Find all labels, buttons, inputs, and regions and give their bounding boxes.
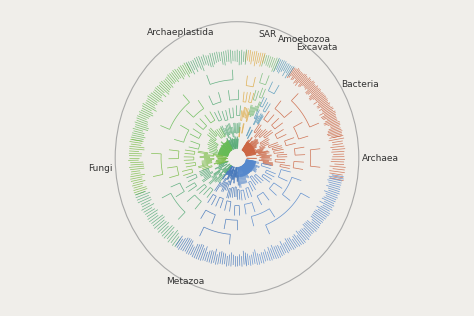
Text: Metazoa: Metazoa: [166, 277, 204, 286]
Text: SAR: SAR: [259, 30, 277, 39]
Text: Archaea: Archaea: [362, 154, 399, 162]
Text: Excavata: Excavata: [296, 43, 337, 52]
Text: Amoebozoa: Amoebozoa: [278, 35, 331, 44]
Text: Fungi: Fungi: [88, 164, 112, 173]
Text: Archaeplastida: Archaeplastida: [147, 28, 215, 37]
Text: Bacteria: Bacteria: [342, 80, 379, 89]
